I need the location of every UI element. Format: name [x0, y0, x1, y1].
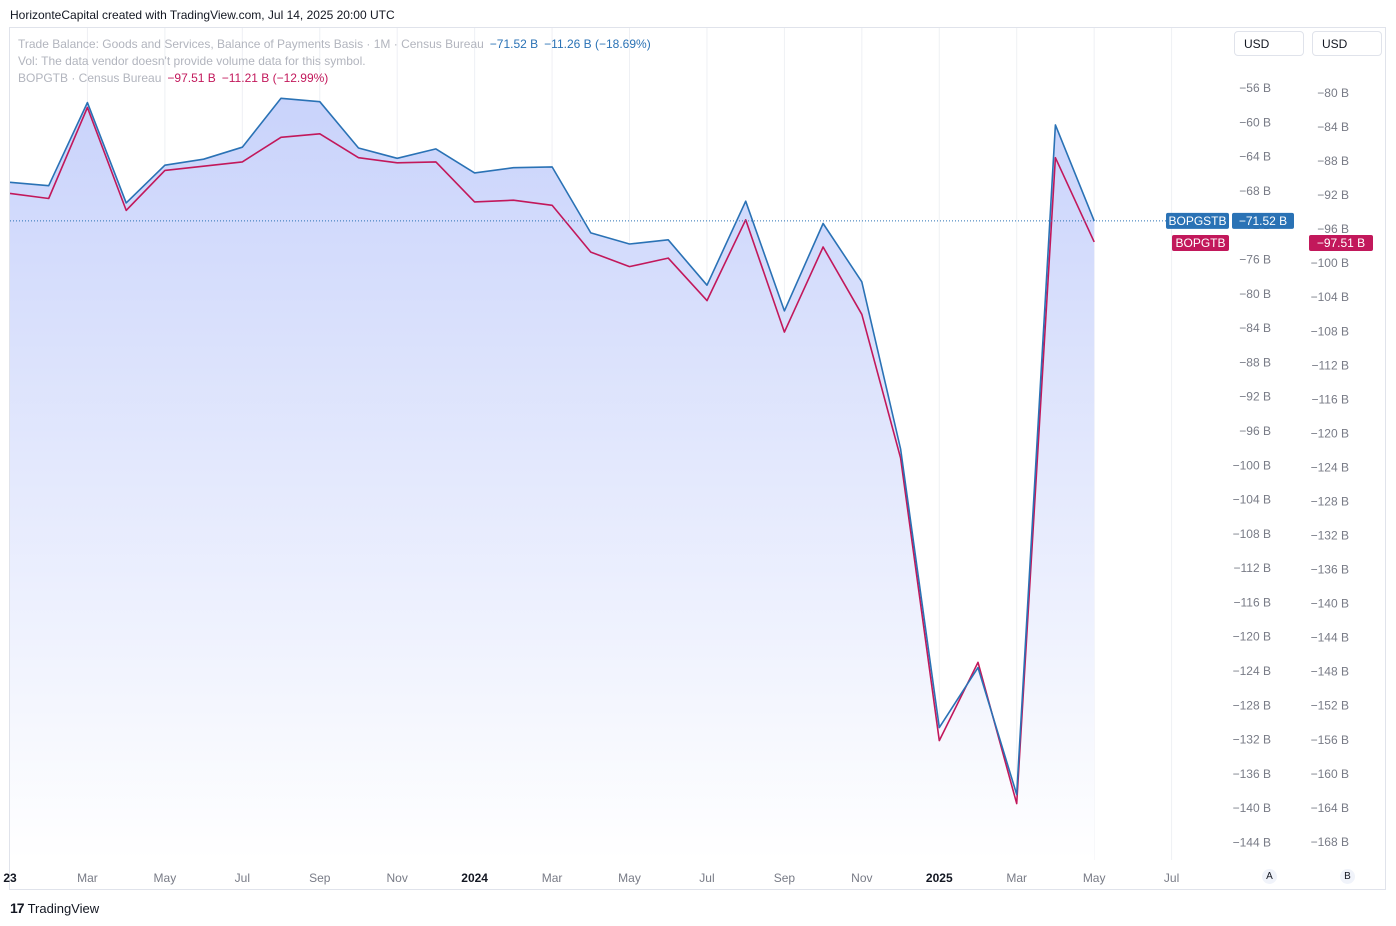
price-axis-a[interactable]: −56 B−60 B−64 B−68 B−72 B−76 B−80 B−84 B…	[1233, 81, 1271, 850]
time-tick-label: Sep	[774, 871, 796, 885]
axis-b-tick-label: −140 B	[1311, 597, 1349, 611]
axis-b-tick-label: −168 B	[1311, 835, 1349, 849]
axis-b-tick-label: −104 B	[1311, 290, 1349, 304]
scale-b-badge[interactable]: B	[1340, 869, 1355, 884]
time-axis[interactable]: 23 Mar May Jul Sep Nov 2024 Mar May Jul Sep Nov 2025…	[3, 871, 1179, 885]
currency-selector-b[interactable]: USD	[1312, 31, 1382, 56]
chart-legend: Trade Balance: Goods and Services, Balan…	[18, 36, 651, 87]
axis-a-tick-label: −116 B	[1234, 595, 1271, 609]
axis-a-tick-label: −128 B	[1233, 698, 1271, 712]
time-tick-label: 23	[3, 871, 17, 885]
axis-a-tick-label: −56 B	[1239, 81, 1271, 95]
axis-a-tick-label: −60 B	[1239, 115, 1271, 129]
price-axis-b[interactable]: −80 B −84 B −88 B −92 B −96 B −100 B −104 B −10…	[1311, 86, 1349, 849]
legend-volume-note: Vol: The data vendor doesn't provide vol…	[18, 54, 366, 68]
axis-a-tick-label: −100 B	[1233, 458, 1271, 472]
area-fill-bopgstb	[10, 98, 1095, 860]
axis-b-tick-label: −164 B	[1311, 801, 1349, 815]
price-label-name-bg-bopgtb	[1172, 235, 1229, 251]
axis-b-tick-label: −156 B	[1311, 733, 1349, 747]
legend-title-bopgstb: Trade Balance: Goods and Services, Balan…	[18, 37, 484, 51]
time-tick-label: Jul	[1164, 871, 1179, 885]
time-tick-label: Mar	[542, 871, 563, 885]
price-label-value-bopgtb: −97.51 B	[1317, 236, 1365, 250]
axis-b-tick-label: −120 B	[1311, 426, 1349, 440]
price-label-name-bg-bopgstb	[1166, 212, 1229, 229]
axis-b-tick-label: −160 B	[1311, 767, 1349, 781]
price-label-value-bopgstb: −71.52 B	[1239, 214, 1287, 228]
axis-b-tick-label: −148 B	[1311, 665, 1349, 679]
axis-b-tick-label: −124 B	[1311, 460, 1349, 474]
legend-title-bopgtb: BOPGTB · Census Bureau	[18, 71, 162, 85]
legend-change-bopgtb: −11.21 B (−12.99%)	[221, 71, 329, 85]
axis-b-tick-label: −132 B	[1311, 529, 1349, 543]
currency-selector-a[interactable]: USD	[1234, 31, 1304, 56]
price-label-value-bg-bopgtb	[1309, 235, 1373, 251]
axis-a-tick-label: −112 B	[1234, 561, 1271, 575]
axis-b-tick-label: −96 B	[1317, 222, 1349, 236]
axis-a-tick-label: −96 B	[1239, 424, 1271, 438]
time-tick-label: May	[154, 871, 177, 885]
axis-a-tick-label: −88 B	[1239, 355, 1271, 369]
axis-b-tick-label: −84 B	[1317, 120, 1349, 134]
axis-b-tick-label: −92 B	[1317, 188, 1349, 202]
axis-a-tick-label: −68 B	[1239, 184, 1271, 198]
time-tick-label: Mar	[1006, 871, 1027, 885]
time-tick-label: Nov	[851, 871, 872, 885]
attribution-text: HorizonteCapital created with TradingVie…	[10, 8, 395, 22]
time-tick-label: Jul	[235, 871, 250, 885]
time-tick-label: Mar	[77, 871, 98, 885]
time-tick-label: 2024	[461, 871, 488, 885]
price-label-name-bopgstb: BOPGSTB	[1168, 214, 1226, 228]
axis-a-tick-label: −104 B	[1233, 493, 1271, 507]
price-labels: BOPGSTB −71.52 B BOPGTB −97.51 B	[1166, 212, 1373, 251]
axis-b-tick-label: −80 B	[1317, 86, 1349, 100]
axis-b-tick-label: −116 B	[1312, 392, 1349, 406]
axis-a-tick-label: −120 B	[1233, 630, 1271, 644]
axis-a-tick-label: −76 B	[1239, 252, 1271, 266]
axis-a-tick-label: −144 B	[1233, 836, 1271, 850]
legend-change-bopgstb: −11.26 B (−18.69%)	[544, 37, 651, 51]
footer-branding[interactable]: 17 TradingView	[10, 900, 99, 916]
axis-a-tick-label: −84 B	[1239, 321, 1271, 335]
price-label-value-bg-bopgstb	[1232, 212, 1294, 229]
legend-value-bopgtb: −97.51 B	[167, 71, 216, 85]
legend-row-volume: Vol: The data vendor doesn't provide vol…	[18, 53, 651, 70]
legend-value-bopgstb: −71.52 B	[489, 37, 539, 51]
legend-row-bopgstb[interactable]: Trade Balance: Goods and Services, Balan…	[18, 36, 651, 53]
axis-b-tick-label: −108 B	[1311, 324, 1349, 338]
scale-a-badge[interactable]: A	[1262, 869, 1277, 884]
axis-a-tick-label: −124 B	[1233, 664, 1271, 678]
chart-frame	[9, 27, 1386, 890]
axis-a-tick-label: −132 B	[1233, 733, 1271, 747]
axis-a-tick-label: −136 B	[1233, 767, 1271, 781]
axis-a-tick-label: −92 B	[1239, 390, 1271, 404]
axis-b-tick-label: −88 B	[1317, 154, 1349, 168]
time-tick-label: 2025	[926, 871, 953, 885]
axis-b-tick-label: −152 B	[1311, 699, 1349, 713]
legend-row-bopgtb[interactable]: BOPGTB · Census Bureau −97.51 B −11.21 B (…	[18, 70, 651, 87]
price-label-name-bopgtb: BOPGTB	[1175, 236, 1225, 250]
tradingview-logo-icon: 17	[10, 900, 25, 916]
time-tick-label: Sep	[309, 871, 331, 885]
axis-a-tick-label: −80 B	[1239, 287, 1271, 301]
time-tick-label: Nov	[387, 871, 408, 885]
axis-b-tick-label: −144 B	[1311, 631, 1349, 645]
axis-b-tick-label: −128 B	[1311, 494, 1349, 508]
tradingview-brand-text: TradingView	[27, 900, 100, 916]
axis-a-tick-label: −140 B	[1233, 801, 1271, 815]
time-tick-label: May	[1083, 871, 1106, 885]
axis-b-tick-label: −100 B	[1311, 256, 1349, 270]
axis-b-tick-label: −112 B	[1312, 358, 1349, 372]
time-tick-label: May	[618, 871, 641, 885]
series-layer	[10, 97, 1229, 860]
axis-b-tick-label: −136 B	[1311, 563, 1349, 577]
time-tick-label: Jul	[699, 871, 714, 885]
axis-a-tick-label: −64 B	[1239, 150, 1271, 164]
axis-a-tick-label: −108 B	[1233, 527, 1271, 541]
